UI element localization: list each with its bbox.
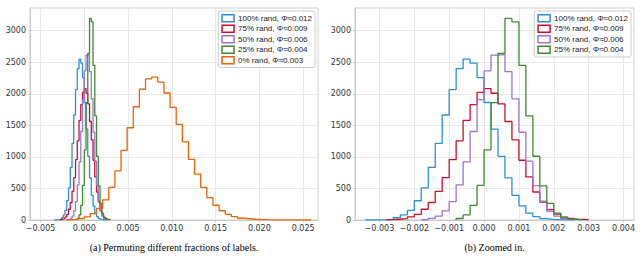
svg-text:50% rand, Φ≈0.006: 50% rand, Φ≈0.006	[554, 35, 624, 44]
svg-text:1500: 1500	[331, 121, 351, 130]
svg-text:25% rand, Φ≈0.004: 25% rand, Φ≈0.004	[238, 45, 308, 54]
svg-text:(b) Zoomed in.: (b) Zoomed in.	[464, 242, 524, 254]
svg-text:0: 0	[20, 215, 26, 225]
svg-text:0.002: 0.002	[542, 224, 565, 233]
svg-text:−0.003: −0.003	[365, 224, 395, 233]
svg-text:2500: 2500	[6, 58, 26, 67]
svg-text:0.005: 0.005	[117, 224, 140, 233]
svg-text:0.010: 0.010	[160, 224, 183, 233]
svg-text:0.004: 0.004	[612, 224, 635, 233]
svg-text:0.025: 0.025	[292, 224, 315, 233]
svg-text:50% rand, Φ≈0.006: 50% rand, Φ≈0.006	[238, 35, 308, 44]
svg-text:0.000: 0.000	[473, 224, 496, 233]
svg-text:75% rand, Φ≈0.009: 75% rand, Φ≈0.009	[238, 24, 308, 33]
svg-text:2500: 2500	[331, 58, 351, 67]
svg-text:3000: 3000	[331, 26, 351, 35]
svg-text:3000: 3000	[6, 26, 26, 35]
svg-text:0% rand, Φ≈0.003: 0% rand, Φ≈0.003	[238, 56, 304, 65]
svg-text:−0.002: −0.002	[399, 224, 429, 233]
svg-text:2000: 2000	[6, 89, 26, 98]
svg-text:2000: 2000	[331, 89, 351, 98]
svg-text:1500: 1500	[6, 121, 26, 130]
svg-text:0.015: 0.015	[204, 224, 227, 233]
svg-text:0.000: 0.000	[73, 224, 96, 233]
svg-text:75% rand, Φ≈0.009: 75% rand, Φ≈0.009	[554, 24, 624, 33]
svg-text:−0.001: −0.001	[434, 224, 464, 233]
svg-text:1000: 1000	[331, 152, 351, 161]
svg-text:(a) Permuting different fracti: (a) Permuting different fractions of lab…	[90, 242, 259, 254]
svg-text:1000: 1000	[6, 152, 26, 161]
svg-text:0.020: 0.020	[248, 224, 271, 233]
svg-text:0.001: 0.001	[507, 224, 530, 233]
svg-text:100% rand, Φ≈0.012: 100% rand, Φ≈0.012	[238, 14, 312, 23]
svg-text:0.003: 0.003	[577, 224, 600, 233]
svg-text:−0.005: −0.005	[26, 224, 56, 233]
svg-text:0: 0	[346, 216, 351, 225]
svg-text:500: 500	[11, 184, 26, 193]
svg-text:100% rand, Φ≈0.012: 100% rand, Φ≈0.012	[554, 14, 628, 23]
svg-text:25% rand, Φ≈0.004: 25% rand, Φ≈0.004	[554, 45, 624, 54]
svg-text:500: 500	[336, 184, 351, 193]
